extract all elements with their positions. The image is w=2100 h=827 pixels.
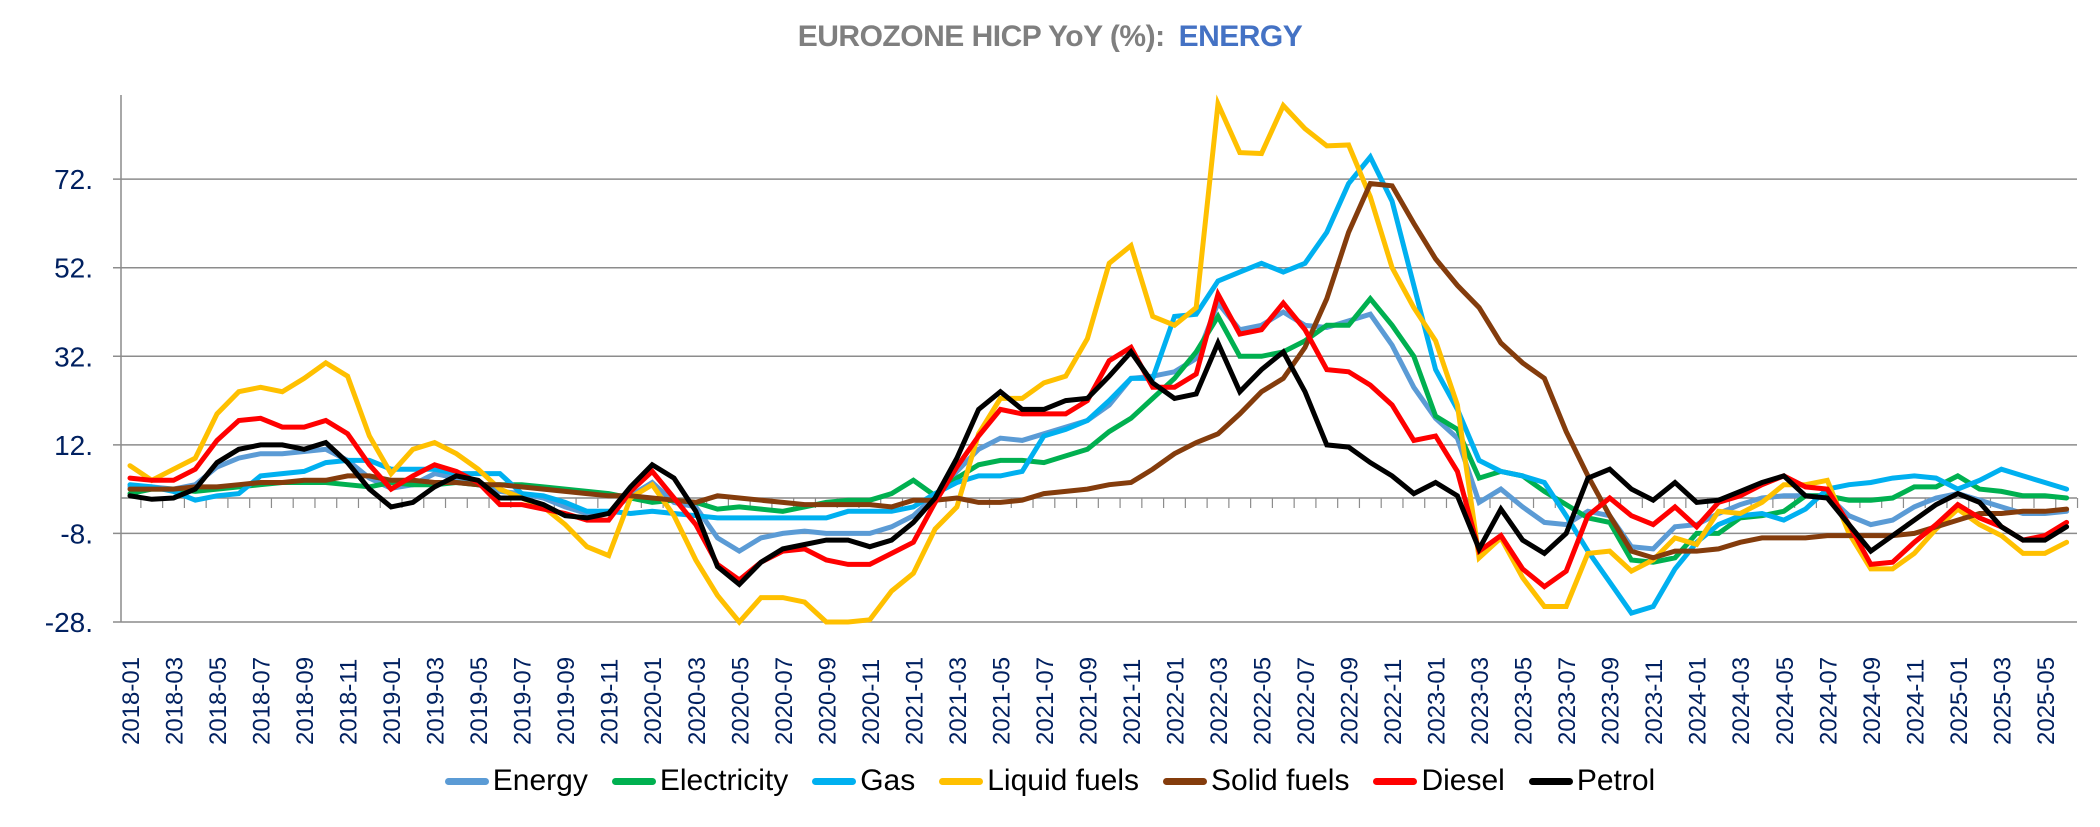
- x-tick-label: 2023-11: [1641, 659, 1668, 745]
- x-tick-label: 2020-01: [640, 657, 667, 745]
- x-tick-label: 2023-07: [1554, 657, 1581, 745]
- legend-swatch: [1528, 777, 1573, 785]
- legend-label: Energy: [492, 764, 588, 797]
- legend-label: Petrol: [1576, 764, 1656, 797]
- x-tick-label: 2021-03: [945, 657, 972, 745]
- x-tick-label: 2022-11: [1380, 659, 1407, 745]
- x-tick-label: 2025-05: [2033, 657, 2060, 745]
- x-tick-label: 2023-05: [1511, 657, 1538, 745]
- x-tick-label: 2018-11: [336, 659, 363, 745]
- chart-title-main: EUROZONE HICP YoY (%):: [797, 20, 1165, 53]
- series-line-diesel: [127, 287, 2070, 590]
- series-lines: [127, 94, 2070, 626]
- x-tick-label: 2023-09: [1598, 657, 1625, 745]
- y-axis: -28. -8. 12. 32. 52. 72.: [45, 95, 122, 638]
- x-tick-label: 2024-07: [1815, 657, 1842, 745]
- x-tick-label: 2019-11: [597, 659, 624, 745]
- x-tick-label: 2024-05: [1772, 657, 1799, 745]
- legend-item-gas: Gas: [812, 764, 915, 798]
- legend-label: Liquid fuels: [987, 764, 1140, 797]
- x-tick-label: 2018-07: [249, 657, 276, 745]
- x-tick-label: 2021-09: [1075, 657, 1102, 745]
- x-tick-label: 2020-07: [771, 657, 798, 745]
- x-tick-label: 2023-01: [1424, 657, 1451, 745]
- x-tick-label: 2023-03: [1467, 657, 1494, 745]
- legend-label: Gas: [860, 764, 916, 797]
- y-tick-label: 72.: [54, 164, 93, 195]
- y-tick-label: 52.: [54, 253, 93, 284]
- x-tick-label: 2020-09: [814, 657, 841, 745]
- x-tick-label: 2024-03: [1728, 657, 1755, 745]
- series-line-solid-fuels: [127, 180, 2070, 561]
- x-tick-label: 2019-07: [510, 657, 537, 745]
- series-line-petrol: [127, 336, 2070, 588]
- x-tick-label: 2022-07: [1293, 657, 1320, 745]
- x-tick-label: 2020-05: [727, 657, 754, 745]
- x-tick-label: 2021-05: [988, 657, 1015, 745]
- x-tick-label: 2021-01: [901, 657, 928, 745]
- x-tick-label: 2019-05: [466, 657, 493, 745]
- legend-swatch: [611, 777, 656, 785]
- x-tick-label: 2018-03: [162, 657, 189, 745]
- x-tick-label: 2020-11: [858, 659, 885, 745]
- chart-title-accent: ENERGY: [1178, 20, 1303, 53]
- x-tick-label: 2022-09: [1337, 657, 1364, 745]
- legend-label: Electricity: [659, 764, 789, 797]
- x-tick-label: 2025-03: [1989, 657, 2016, 745]
- series-line-liquid-fuels: [127, 94, 2070, 626]
- x-tick-label: 2020-03: [684, 657, 711, 745]
- x-tick-label: 2024-09: [1859, 657, 1886, 745]
- legend-item-solid-fuels: Solid fuels: [1163, 764, 1349, 798]
- series-line-electricity: [127, 294, 2070, 565]
- x-tick-label: 2022-03: [1206, 657, 1233, 745]
- x-tick-label: 2018-09: [292, 657, 319, 745]
- x-tick-label: 2021-11: [1119, 659, 1146, 745]
- legend-swatch: [812, 777, 857, 785]
- y-tick-label: -28.: [45, 607, 93, 638]
- legend-item-electricity: Electricity: [611, 764, 789, 798]
- x-tick-label: 2024-11: [1902, 659, 1929, 745]
- y-tick-label: -8.: [60, 518, 93, 549]
- legend-item-liquid-fuels: Liquid fuels: [939, 764, 1139, 798]
- legend-swatch: [939, 777, 984, 785]
- x-tick-label: 2019-03: [423, 657, 450, 745]
- x-tick-label: 2018-01: [118, 657, 145, 745]
- y-tick-label: 12.: [54, 430, 93, 461]
- legend-item-diesel: Diesel: [1373, 764, 1505, 798]
- x-tick-label: 2022-05: [1250, 657, 1277, 745]
- x-tick-label: 2019-01: [379, 657, 406, 745]
- x-tick-label: 2025-01: [1946, 657, 1973, 745]
- y-tick-label: 32.: [54, 341, 93, 372]
- x-tick-label: 2024-01: [1685, 657, 1712, 745]
- x-tick-label: 2018-05: [205, 657, 232, 745]
- legend-label: Solid fuels: [1211, 764, 1350, 797]
- legend-label: Diesel: [1421, 764, 1505, 797]
- legend-swatch: [1373, 777, 1418, 785]
- legend: Energy Electricity Gas Liquid fuels Solid fu…: [0, 764, 2100, 798]
- legend-item-energy: Energy: [444, 764, 588, 798]
- chart-title: EUROZONE HICP YoY (%): ENERGY: [0, 20, 2100, 54]
- x-axis: 2018-01 2018-03 2018-05 2018-07 2018-09 2018-…: [118, 497, 2079, 745]
- x-tick-label: 2021-07: [1032, 657, 1059, 745]
- legend-swatch: [444, 777, 489, 785]
- gridlines: [113, 178, 2077, 623]
- x-tick-label: 2019-09: [553, 657, 580, 745]
- x-tick-label: 2022-01: [1162, 657, 1189, 745]
- legend-swatch: [1163, 777, 1208, 785]
- legend-item-petrol: Petrol: [1528, 764, 1656, 798]
